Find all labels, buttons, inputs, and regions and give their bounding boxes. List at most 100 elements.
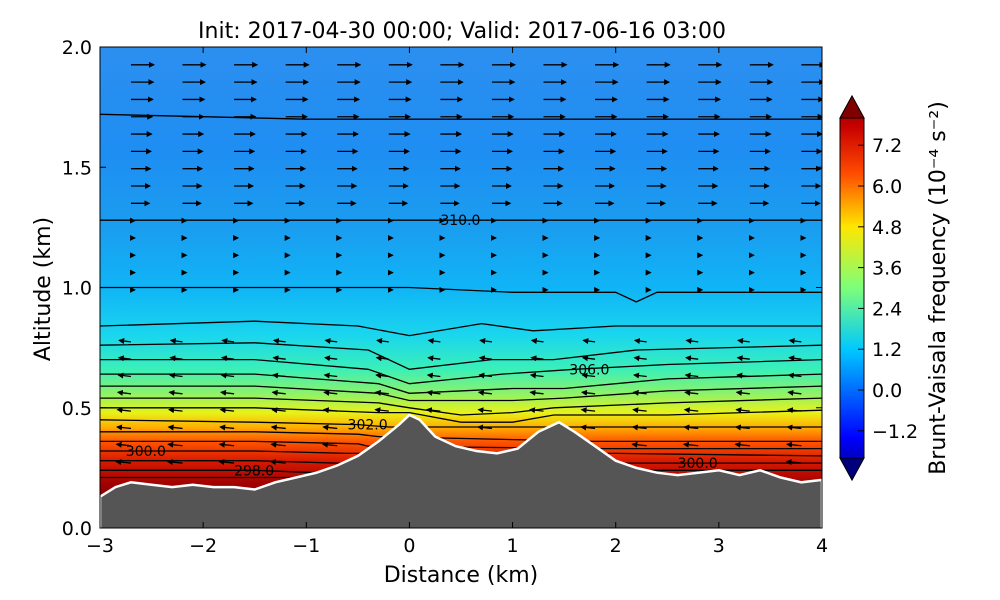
wind-arrow bbox=[118, 338, 132, 344]
wind-arrow bbox=[683, 407, 699, 414]
colorbar-tick-label: 7.2 bbox=[872, 135, 902, 157]
y-tick-label: 0.5 bbox=[62, 398, 92, 420]
wind-arrow bbox=[580, 407, 596, 414]
wind-arrow bbox=[684, 389, 699, 396]
wind-arrow bbox=[269, 459, 286, 466]
wind-arrow bbox=[271, 389, 286, 396]
colorbar-tick-label: 1.2 bbox=[872, 339, 902, 361]
wind-arrow bbox=[581, 372, 596, 379]
contour-label: 302.0 bbox=[348, 417, 388, 433]
wind-arrow bbox=[221, 338, 235, 344]
wind-arrow bbox=[321, 441, 338, 448]
wind-arrow bbox=[479, 338, 493, 344]
wind-arrow bbox=[530, 338, 544, 344]
wind-arrow bbox=[166, 459, 183, 466]
wind-arrow bbox=[272, 338, 286, 344]
wind-arrow bbox=[168, 407, 183, 414]
wind-arrow bbox=[322, 424, 338, 431]
wind-arrow bbox=[787, 372, 802, 379]
wind-arrow bbox=[632, 389, 647, 396]
wind-arrow bbox=[271, 407, 286, 414]
contour-label: 310.0 bbox=[440, 213, 480, 229]
wind-arrow bbox=[734, 424, 750, 431]
y-axis-label: Altitude (km) bbox=[31, 217, 56, 361]
colorbar-top-extend bbox=[839, 94, 865, 119]
wind-arrow bbox=[631, 441, 647, 448]
x-tick-label: 1 bbox=[507, 535, 519, 557]
wind-arrow bbox=[167, 441, 183, 448]
contour-label: 298.0 bbox=[234, 463, 274, 479]
wind-arrow bbox=[270, 441, 286, 448]
wind-arrow bbox=[632, 407, 647, 414]
colorbar-tick-label: 6.0 bbox=[872, 176, 902, 198]
contour-labels: 310.0 306.0 302.0 300.0 298.0 300.0 bbox=[126, 213, 718, 479]
wind-arrow bbox=[788, 355, 802, 362]
wind-arrow bbox=[785, 459, 802, 466]
wind-arrow bbox=[736, 372, 750, 379]
wind-arrow bbox=[478, 372, 493, 379]
chart-title: Init: 2017-04-30 00:00; Valid: 2017-06-1… bbox=[198, 19, 726, 44]
wind-arrow bbox=[529, 389, 544, 396]
wind-arrow bbox=[581, 389, 596, 396]
wind-arrow bbox=[580, 424, 596, 431]
theta-contour bbox=[100, 385, 822, 402]
x-tick-label: 3 bbox=[713, 535, 725, 557]
plot-area: 310.0 306.0 302.0 300.0 298.0 300.0 bbox=[100, 47, 822, 528]
wind-arrow bbox=[426, 372, 441, 379]
theta-contour bbox=[100, 440, 822, 450]
colorbar-tick-label: −1.2 bbox=[872, 421, 918, 443]
wind-arrow bbox=[323, 372, 338, 379]
x-tick-label: 4 bbox=[816, 535, 828, 557]
wind-arrow bbox=[477, 407, 493, 414]
wind-arrow bbox=[117, 372, 132, 379]
wind-arrow bbox=[735, 389, 750, 396]
wind-arrow bbox=[786, 424, 802, 431]
colorbar-tick-label: 4.8 bbox=[872, 217, 902, 239]
y-tick-label: 2.0 bbox=[62, 37, 92, 59]
wind-vectors bbox=[115, 61, 822, 466]
theta-contour bbox=[100, 450, 822, 457]
wind-arrow bbox=[116, 389, 132, 396]
x-tick-label: −1 bbox=[292, 535, 320, 557]
wind-arrow bbox=[788, 338, 802, 344]
wind-arrow bbox=[427, 355, 441, 362]
wind-arrow bbox=[324, 355, 338, 362]
wind-arrow bbox=[736, 355, 750, 362]
colorbar-tick-label: 3.6 bbox=[872, 258, 902, 280]
wind-arrow bbox=[169, 338, 183, 344]
wind-arrow bbox=[323, 389, 338, 396]
x-axis-label: Distance (km) bbox=[384, 563, 539, 588]
x-tick-label: −3 bbox=[86, 535, 114, 557]
terrain bbox=[100, 413, 822, 528]
wind-arrow bbox=[426, 389, 441, 396]
wind-arrow bbox=[581, 355, 596, 362]
wind-arrow bbox=[631, 424, 647, 431]
theta-contour bbox=[100, 460, 822, 464]
wind-arrow bbox=[683, 424, 699, 431]
x-tick-label: 2 bbox=[610, 535, 622, 557]
wind-arrow bbox=[219, 407, 235, 414]
wind-arrow bbox=[375, 372, 389, 379]
contour-label: 306.0 bbox=[569, 363, 609, 379]
wind-arrow bbox=[529, 407, 544, 414]
wind-arrow bbox=[117, 355, 132, 362]
wind-arrow bbox=[735, 407, 750, 414]
wind-arrow bbox=[477, 389, 493, 396]
wind-arrow bbox=[427, 338, 441, 344]
wind-arrow bbox=[115, 459, 132, 466]
colorbar-ticks: −1.2 0.0 1.2 2.4 3.6 4.8 6.0 7.2 bbox=[858, 135, 918, 443]
wind-arrow bbox=[270, 424, 286, 431]
wind-arrow bbox=[168, 389, 183, 396]
theta-contour bbox=[100, 397, 822, 416]
colorbar-body bbox=[839, 94, 865, 482]
wind-arrow bbox=[633, 355, 647, 362]
wind-arrow bbox=[682, 441, 699, 448]
wind-arrow bbox=[374, 389, 389, 396]
wind-arrow bbox=[685, 355, 699, 362]
wind-arrow bbox=[633, 338, 647, 344]
wind-arrow bbox=[786, 407, 802, 414]
wind-arrow bbox=[425, 407, 441, 414]
wind-arrow bbox=[218, 441, 235, 448]
wind-arrow bbox=[375, 355, 389, 362]
